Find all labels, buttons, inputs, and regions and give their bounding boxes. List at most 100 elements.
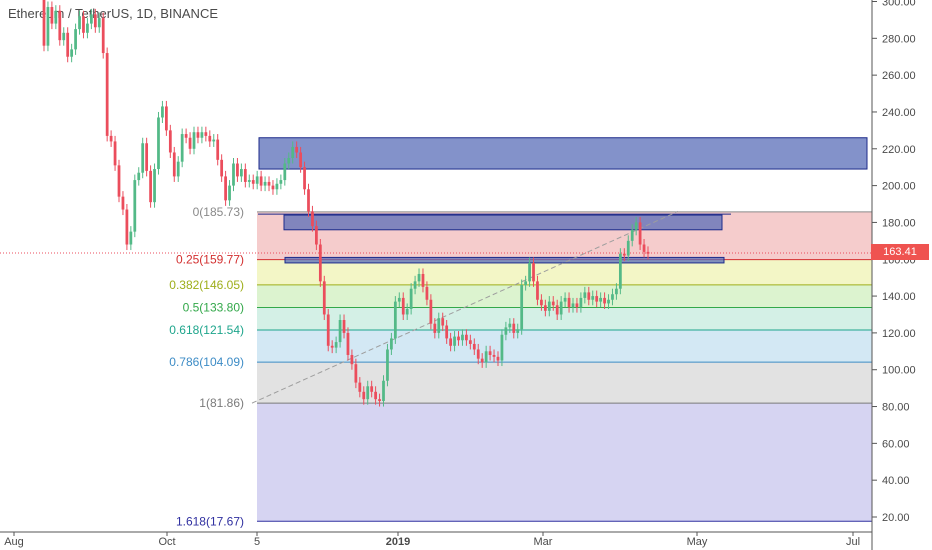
candle-body[interactable] (405, 308, 409, 315)
candle-body[interactable] (563, 297, 567, 302)
candle-body[interactable] (125, 209, 129, 245)
fib-zero-zone[interactable] (283, 214, 723, 231)
candle-body[interactable] (153, 169, 156, 203)
candle-body[interactable] (184, 134, 188, 138)
candle-body[interactable] (105, 53, 109, 136)
candle-body[interactable] (520, 285, 524, 330)
candle-body[interactable] (646, 251, 650, 254)
candle-body[interactable] (251, 180, 255, 184)
candle-body[interactable] (638, 222, 642, 245)
candle-body[interactable] (374, 391, 377, 400)
candle-body[interactable] (145, 143, 149, 171)
candle-body[interactable] (228, 185, 231, 201)
candle-body[interactable] (176, 161, 180, 177)
candle-body[interactable] (263, 181, 267, 186)
candle-body[interactable] (366, 386, 370, 400)
candle-body[interactable] (117, 165, 121, 197)
candle-body[interactable] (472, 343, 476, 350)
candle-body[interactable] (129, 231, 133, 245)
candle-body[interactable] (362, 391, 366, 400)
candle-body[interactable] (188, 137, 192, 149)
candle-body[interactable] (161, 106, 164, 118)
candle-body[interactable] (212, 139, 216, 142)
candle-body[interactable] (330, 345, 334, 348)
candle-body[interactable] (283, 163, 287, 181)
candle-body[interactable] (476, 349, 480, 359)
candle-body[interactable] (488, 351, 492, 355)
candle-body[interactable] (571, 303, 575, 308)
candle-body[interactable] (532, 262, 535, 282)
candle-body[interactable] (484, 351, 488, 363)
candle-body[interactable] (97, 18, 101, 28)
candle-body[interactable] (500, 334, 504, 361)
candle-body[interactable] (461, 334, 464, 341)
candle-body[interactable] (496, 356, 500, 361)
candle-body[interactable] (413, 281, 417, 289)
candle-body[interactable] (575, 303, 579, 308)
candle-body[interactable] (358, 382, 362, 392)
candle-body[interactable] (409, 288, 413, 309)
candle-body[interactable] (453, 336, 456, 346)
candle-body[interactable] (417, 273, 421, 282)
candle-body[interactable] (101, 18, 105, 54)
candle-body[interactable] (540, 299, 543, 306)
candle-body[interactable] (180, 134, 184, 162)
candle-body[interactable] (595, 296, 599, 302)
candle-body[interactable] (611, 294, 614, 300)
candle-body[interactable] (204, 132, 208, 136)
candle-body[interactable] (433, 323, 437, 333)
candle-body[interactable] (172, 152, 176, 177)
candle-body[interactable] (311, 211, 314, 227)
candle-body[interactable] (303, 167, 306, 190)
candle-body[interactable] (137, 172, 141, 181)
candle-body[interactable] (299, 152, 302, 168)
candle-body[interactable] (401, 297, 405, 315)
candle-body[interactable] (66, 32, 70, 57)
candle-body[interactable] (113, 141, 117, 166)
candle-body[interactable] (346, 332, 350, 355)
candle-body[interactable] (208, 135, 212, 142)
candle-body[interactable] (318, 244, 322, 282)
candle-body[interactable] (445, 325, 449, 339)
candle-body[interactable] (555, 305, 559, 315)
candle-body[interactable] (543, 305, 547, 311)
candle-body[interactable] (354, 364, 358, 383)
candle-body[interactable] (42, 0, 46, 46)
candle-body[interactable] (449, 338, 452, 346)
candle-body[interactable] (437, 318, 441, 333)
candle-body[interactable] (275, 183, 279, 190)
candle-body[interactable] (386, 349, 389, 381)
candle-body[interactable] (295, 146, 299, 153)
candle-body[interactable] (307, 189, 310, 212)
candle-body[interactable] (54, 10, 58, 24)
candle-body[interactable] (232, 163, 235, 186)
candle-body[interactable] (192, 132, 196, 149)
candle-body[interactable] (508, 323, 512, 328)
candle-body[interactable] (342, 320, 346, 333)
upper-resistance-zone[interactable] (258, 137, 868, 170)
candle-body[interactable] (599, 297, 603, 302)
candle-body[interactable] (425, 286, 429, 300)
candle-body[interactable] (157, 117, 160, 170)
candle-body[interactable] (350, 354, 354, 365)
fib-quarter-zone[interactable] (284, 256, 725, 264)
candle-body[interactable] (393, 301, 397, 339)
candle-body[interactable] (121, 196, 125, 210)
candle-body[interactable] (504, 327, 508, 335)
candle-body[interactable] (634, 222, 638, 230)
candle-body[interactable] (240, 169, 243, 177)
candle-body[interactable] (524, 281, 528, 286)
candle-body[interactable] (591, 296, 595, 300)
candle-body[interactable] (630, 229, 634, 241)
candle-body[interactable] (583, 292, 587, 298)
candle-body[interactable] (267, 181, 271, 186)
candle-body[interactable] (579, 297, 583, 308)
candle-body[interactable] (512, 323, 516, 333)
candle-body[interactable] (338, 320, 342, 343)
candle-body[interactable] (196, 132, 200, 138)
candle-body[interactable] (457, 336, 460, 341)
candle-body[interactable] (243, 169, 247, 182)
candle-body[interactable] (70, 49, 74, 57)
candle-body[interactable] (492, 354, 496, 357)
candle-body[interactable] (378, 399, 381, 402)
